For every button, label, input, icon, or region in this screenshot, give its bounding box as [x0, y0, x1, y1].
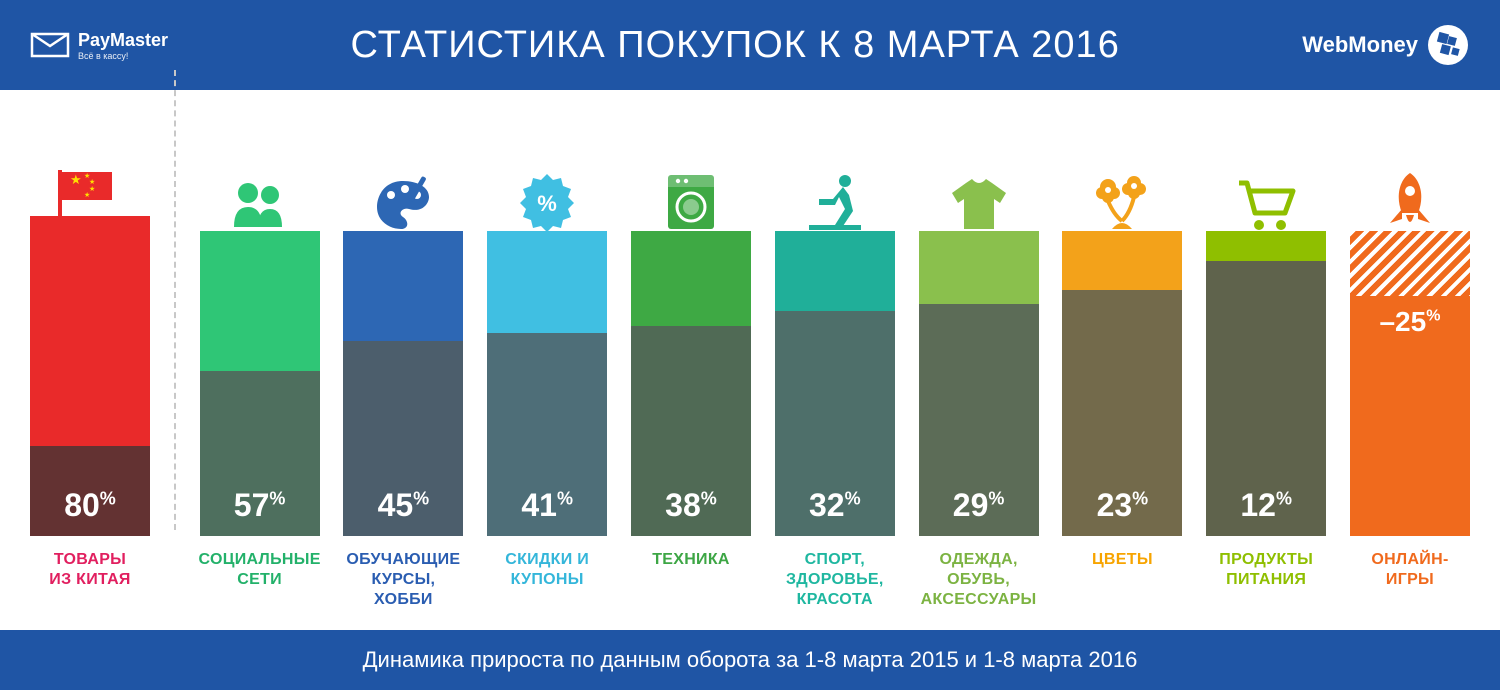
- bar-value: 57%: [200, 487, 320, 524]
- bar: 41%: [487, 231, 607, 536]
- bar: 32%: [775, 231, 895, 536]
- footer: Динамика прироста по данным оборота за 1…: [0, 630, 1500, 690]
- category-label: ОДЕЖДА,ОБУВЬ,АКСЕССУАРЫ: [921, 550, 1037, 610]
- tshirt-icon: [948, 163, 1010, 233]
- category-label: ПРОДУКТЫПИТАНИЯ: [1219, 550, 1313, 610]
- bar-bottom-segment: 57%: [200, 371, 320, 536]
- bar: 38%: [631, 231, 751, 536]
- chart-column: 12% ПРОДУКТЫПИТАНИЯ: [1206, 163, 1326, 610]
- washer-icon: [664, 163, 718, 233]
- svg-text:★: ★: [84, 191, 90, 199]
- bar-top-segment: [631, 231, 751, 326]
- bar-value: 32%: [775, 487, 895, 524]
- chart-column: 45% ОБУЧАЮЩИЕКУРСЫ, ХОББИ: [343, 163, 463, 610]
- category-label: СКИДКИ ИКУПОНЫ: [505, 550, 589, 610]
- people-icon: [228, 163, 292, 233]
- webmoney-name: WebMoney: [1302, 32, 1418, 58]
- chart-column: –25% ОНЛАЙН-ИГРЫ: [1350, 163, 1470, 610]
- bar-top-segment: [200, 231, 320, 371]
- category-label: ОНЛАЙН-ИГРЫ: [1350, 550, 1470, 610]
- chart-column: 57% СОЦИАЛЬНЫЕСЕТИ: [200, 163, 320, 610]
- bar-value: 38%: [631, 487, 751, 524]
- bar-bottom-segment: 80%: [30, 446, 150, 536]
- bar-value: 12%: [1206, 487, 1326, 524]
- bar-bottom-segment: 41%: [487, 333, 607, 536]
- webmoney-icon: [1426, 23, 1470, 67]
- envelope-icon: [30, 30, 70, 60]
- runner-icon: [805, 163, 865, 233]
- bar-bottom-segment: 38%: [631, 326, 751, 536]
- chart-column: 32% СПОРТ,ЗДОРОВЬЕ,КРАСОТА: [775, 163, 895, 610]
- bar-chart: ★★★★★ 80% ТОВАРЫИЗ КИТАЯ 57% СОЦИАЛЬНЫЕСЕТИ 4…: [0, 90, 1500, 630]
- bar-bottom-segment: 12%: [1206, 261, 1326, 536]
- bar-top-segment: [30, 216, 150, 446]
- separator: [174, 70, 176, 530]
- svg-text:★: ★: [89, 178, 95, 186]
- bar-value: 45%: [343, 487, 463, 524]
- bar-top-segment: [1062, 231, 1182, 290]
- discount-icon: %: [516, 163, 578, 233]
- bar-value: 29%: [919, 487, 1039, 524]
- bar-value: 23%: [1062, 487, 1182, 524]
- page-title: СТАТИСТИКА ПОКУПОК К 8 МАРТА 2016: [351, 24, 1120, 67]
- bar-bottom-segment: 23%: [1062, 290, 1182, 536]
- category-label: ЦВЕТЫ: [1092, 550, 1153, 610]
- bar-bottom-segment: 32%: [775, 311, 895, 536]
- bar-value: –25%: [1350, 306, 1470, 338]
- bar-bottom-segment: 45%: [343, 341, 463, 536]
- bar-value: 80%: [30, 487, 150, 524]
- bar-top-segment: [919, 231, 1039, 304]
- category-label: СПОРТ,ЗДОРОВЬЕ,КРАСОТА: [786, 550, 884, 610]
- paymaster-tagline: Всё в кассу!: [78, 51, 168, 61]
- bar-top-segment: [775, 231, 895, 311]
- bar: 12%: [1206, 231, 1326, 536]
- category-label: СОЦИАЛЬНЫЕСЕТИ: [199, 550, 321, 610]
- bar-bottom-segment: 29%: [919, 304, 1039, 536]
- category-label: ТОВАРЫИЗ КИТАЯ: [49, 550, 130, 610]
- category-label: ТЕХНИКА: [652, 550, 730, 610]
- paymaster-name: PayMaster: [78, 30, 168, 51]
- cart-icon: [1235, 163, 1297, 233]
- chart-column: ★★★★★ 80% ТОВАРЫИЗ КИТАЯ: [30, 148, 150, 610]
- svg-text:%: %: [537, 191, 557, 216]
- flowers-icon: [1090, 163, 1154, 233]
- bar-bottom-segment: –25%: [1350, 296, 1470, 536]
- bar-top-segment: [343, 231, 463, 341]
- bar-top-segment: [1350, 231, 1470, 296]
- category-label: ОБУЧАЮЩИЕКУРСЫ, ХОББИ: [343, 550, 463, 610]
- palette-icon: [371, 163, 435, 233]
- chart-column: % 41% СКИДКИ ИКУПОНЫ: [487, 163, 607, 610]
- chart-column: 29% ОДЕЖДА,ОБУВЬ,АКСЕССУАРЫ: [919, 163, 1039, 610]
- bar: 29%: [919, 231, 1039, 536]
- bar-top-segment: [1206, 231, 1326, 261]
- chart-column: 38% ТЕХНИКА: [631, 163, 751, 610]
- china-flag-icon: ★★★★★: [56, 148, 124, 218]
- bar: 80%: [30, 216, 150, 536]
- webmoney-logo: WebMoney: [1302, 23, 1470, 67]
- bar-value: 41%: [487, 487, 607, 524]
- footer-text: Динамика прироста по данным оборота за 1…: [363, 647, 1138, 673]
- chart-column: 23% ЦВЕТЫ: [1062, 163, 1182, 610]
- bar-top-segment: [487, 231, 607, 333]
- rocket-icon: [1382, 163, 1438, 233]
- bar: –25%: [1350, 231, 1470, 536]
- svg-text:★: ★: [70, 172, 82, 187]
- bar: 57%: [200, 231, 320, 536]
- paymaster-logo: PayMaster Всё в кассу!: [30, 30, 168, 61]
- header: PayMaster Всё в кассу! СТАТИСТИКА ПОКУПО…: [0, 0, 1500, 90]
- bar: 23%: [1062, 231, 1182, 536]
- bar: 45%: [343, 231, 463, 536]
